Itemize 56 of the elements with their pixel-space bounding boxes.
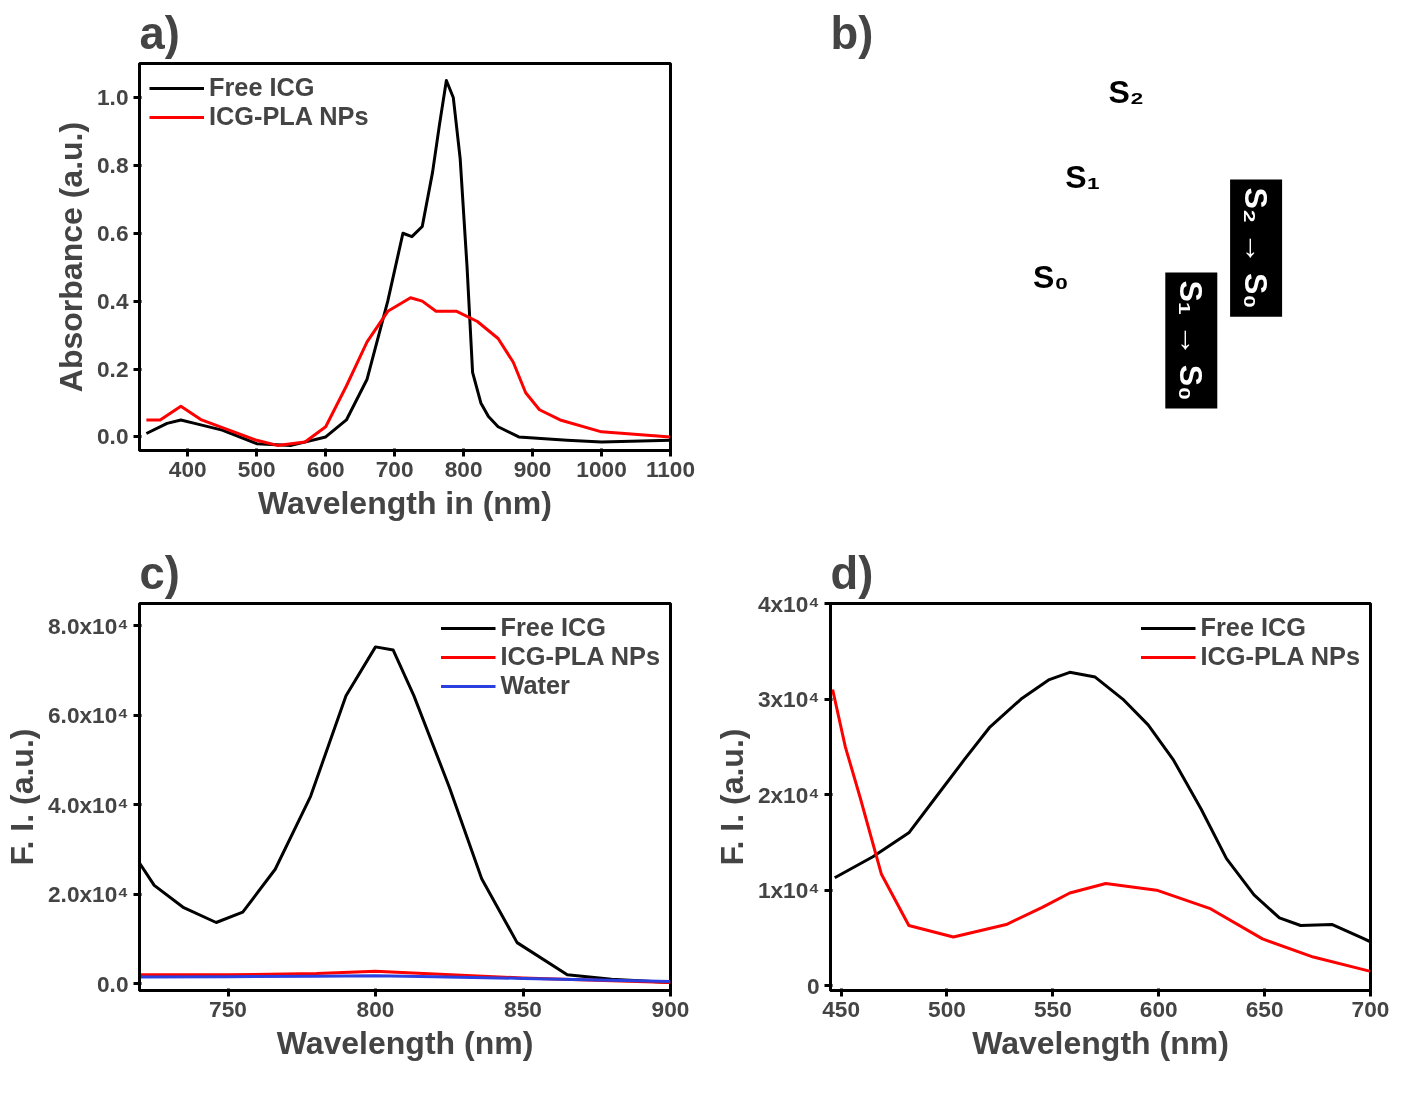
y-tick-label: 4.0x10⁴ xyxy=(48,791,129,818)
y-axis-title: F. I. (a.u.) xyxy=(713,728,750,866)
y-tick-label: 0.0 xyxy=(97,970,129,997)
y-tick-label: 1.0 xyxy=(97,83,129,110)
x-axis-title: Wavelength (nm) xyxy=(972,1024,1229,1061)
y-tick-label: 3x10⁴ xyxy=(757,686,820,713)
text: b) xyxy=(830,7,874,59)
chart-title: d) xyxy=(830,547,874,599)
y-tick-label: 2.0x10⁴ xyxy=(48,881,129,908)
x-tick-label: 600 xyxy=(1139,995,1178,1022)
y-tick-label: 0 xyxy=(806,972,820,999)
x-tick-label: 400 xyxy=(168,455,207,482)
x-tick-label: 900 xyxy=(513,455,552,482)
chart-title: a) xyxy=(139,7,180,59)
y-tick-label: 6.0x10⁴ xyxy=(48,702,129,729)
x-tick-label: 800 xyxy=(444,455,483,482)
x-tick-label: 800 xyxy=(356,995,395,1022)
x-tick-label: 600 xyxy=(306,455,345,482)
y-tick-label: 0.4 xyxy=(97,287,129,314)
text: S₂ xyxy=(1108,73,1145,110)
y-tick-label: 0.8 xyxy=(97,151,129,178)
y-tick-label: 8.0x10⁴ xyxy=(48,612,129,639)
x-tick-label: 750 xyxy=(209,995,247,1022)
x-tick-label: 450 xyxy=(822,995,860,1022)
text: S₁ → S₀ xyxy=(1173,280,1210,401)
chart-title: c) xyxy=(139,547,180,599)
legend-label: Water xyxy=(500,671,570,700)
legend-label: ICG-PLA NPs xyxy=(209,102,369,131)
y-tick-label: 4x10⁴ xyxy=(757,590,820,617)
text: S₂ → S₀ xyxy=(1238,187,1275,309)
x-tick-label: 700 xyxy=(375,455,414,482)
x-axis-title: Wavelength (nm) xyxy=(276,1024,534,1061)
legend-label: Free ICG xyxy=(500,613,607,642)
text: S₀ xyxy=(1032,259,1069,296)
x-tick-label: 900 xyxy=(651,995,690,1022)
x-tick-label: 500 xyxy=(928,995,966,1022)
text: S₁ xyxy=(1065,158,1100,195)
legend-label: Free ICG xyxy=(209,73,315,102)
x-axis-title: Wavelength in (nm) xyxy=(258,484,552,521)
y-tick-label: 1x10⁴ xyxy=(757,877,820,904)
legend-label: ICG-PLA NPs xyxy=(1200,642,1360,671)
y-tick-label: 0.2 xyxy=(97,355,129,382)
y-axis-title: F. I. (a.u.) xyxy=(4,728,40,866)
y-tick-label: 2x10⁴ xyxy=(757,781,820,808)
x-tick-label: 1100 xyxy=(645,455,696,482)
x-tick-label: 850 xyxy=(504,995,542,1022)
y-axis-title: Absorbance (a.u.) xyxy=(53,121,89,393)
x-tick-label: 700 xyxy=(1351,995,1390,1022)
y-tick-label: 0.0 xyxy=(97,423,129,450)
y-tick-label: 0.6 xyxy=(97,219,129,246)
x-tick-label: 550 xyxy=(1033,995,1072,1022)
x-tick-label: 500 xyxy=(237,455,276,482)
x-tick-label: 1000 xyxy=(576,455,627,482)
legend-label: Free ICG xyxy=(1200,613,1307,642)
x-tick-label: 650 xyxy=(1245,995,1284,1022)
legend-label: ICG-PLA NPs xyxy=(500,642,660,671)
